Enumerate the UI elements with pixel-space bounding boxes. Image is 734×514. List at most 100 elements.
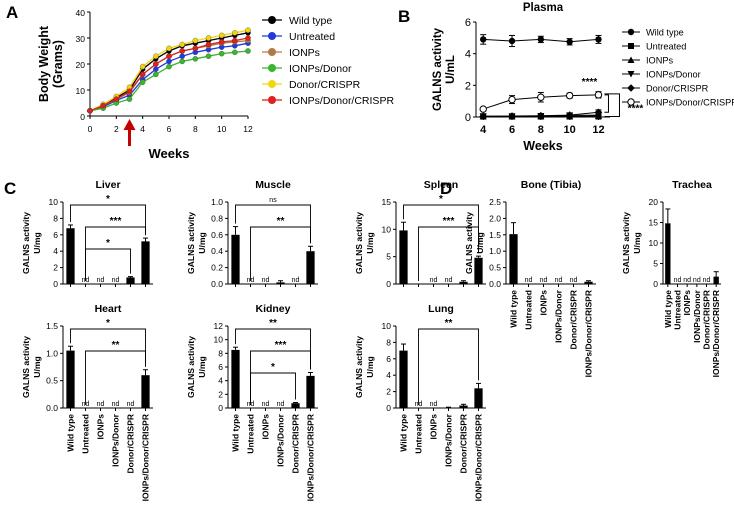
legend-marker [268, 32, 276, 40]
y-axis-label-line: GALNS activity [186, 212, 196, 274]
y-axis-label-line: GALNS activity [621, 212, 631, 274]
y-tick-label: 40 [76, 8, 86, 18]
bar [126, 277, 135, 284]
data-point [508, 95, 516, 104]
y-axis-label-line: U/mg [365, 232, 375, 253]
y-tick-label: 5 [653, 259, 658, 269]
legend-label: Untreated [646, 42, 686, 52]
x-tick-label: 12 [243, 124, 253, 134]
y-tick-label: 0.0 [489, 279, 501, 289]
y-tick-label: 8 [53, 213, 58, 223]
chart-title: Bone (Tibia) [521, 179, 581, 191]
x-tick-label: Untreated [414, 414, 424, 454]
x-tick-label: IONPs/Donor [111, 413, 121, 467]
significance-bracket [235, 328, 311, 370]
legend-marker [268, 48, 276, 56]
x-tick-label: Wild type [509, 290, 519, 328]
y-tick-label: 15 [382, 197, 392, 207]
chart-title: Muscle [255, 179, 291, 191]
x-tick-label: 4 [480, 124, 487, 136]
x-tick-label: IONPs [539, 290, 549, 316]
x-tick-label: Wild type [66, 414, 76, 452]
legend-marker [268, 64, 276, 72]
data-point [232, 30, 238, 36]
bar-label: nd [674, 277, 682, 284]
data-point [566, 38, 573, 45]
y-axis-label-line: GALNS activity [464, 212, 474, 274]
x-tick-label: IONPs/Donor [554, 289, 564, 343]
bar [584, 281, 593, 284]
legend-label: IONPs/Donor/CRISPR [289, 95, 394, 107]
y-tick-label: 0.5 [46, 376, 58, 386]
significance-bracket [250, 350, 311, 405]
significance-label: **** [582, 77, 598, 88]
y-tick-label: 0 [465, 112, 471, 124]
x-tick-label: IONPs [96, 414, 106, 440]
y-axis-label-line: U/mg [475, 232, 485, 253]
bar-label: nd [540, 277, 548, 284]
x-tick-label: Donor/CRISPR [569, 290, 579, 350]
legend-marker [627, 56, 635, 63]
bar-label: nd [112, 401, 120, 408]
y-axis-label-line: GALNS activity [432, 27, 444, 111]
data-point [205, 35, 212, 41]
data-point [595, 36, 602, 43]
legend-label: Wild type [646, 28, 684, 38]
significance-label: * [106, 194, 110, 205]
y-axis-label: GALNS activityU/mg [21, 336, 42, 398]
x-tick-label: Untreated [246, 414, 256, 454]
data-point [205, 53, 212, 59]
legend-marker [627, 84, 635, 92]
x-tick-label: 4 [140, 124, 145, 134]
y-tick-label: 0 [386, 279, 391, 289]
data-point [126, 88, 133, 95]
y-tick-label: 2 [53, 263, 58, 273]
x-tick-label: 8 [538, 124, 544, 136]
y-tick-label: 6 [465, 17, 471, 29]
bar-label: nd [97, 277, 105, 284]
chart-d-trachea: Trachea 0 5 10 15 20 GALNS activityU/mg Wild ty… [621, 179, 721, 377]
data-point [166, 58, 172, 65]
significance-bracket [604, 94, 609, 113]
y-axis-label: GALNS activityU/mg [186, 212, 207, 274]
data-point [179, 41, 185, 48]
y-tick-label: 0.0 [211, 279, 223, 289]
y-tick-label: 2 [386, 387, 391, 397]
data-point [166, 53, 172, 59]
data-point [565, 111, 574, 119]
bar [665, 223, 671, 284]
x-tick-label: 2 [114, 124, 119, 134]
x-tick-label: 6 [167, 124, 172, 134]
chart-d-bone: Bone (Tibia) 0.0 0.5 1.0 1.5 2.0 2.5 GALNS acti… [464, 179, 596, 377]
y-axis-label: Body Weight(Grams) [37, 25, 65, 102]
data-point [179, 48, 185, 54]
bar-label: nd [292, 277, 300, 284]
chart-title: Kidney [255, 303, 290, 315]
y-tick-label: 4 [53, 246, 58, 256]
significance-label: ** [277, 216, 285, 227]
y-tick-label: 10 [382, 321, 392, 331]
legend-label: Untreated [289, 31, 335, 43]
y-axis-label-line: Body Weight [37, 25, 51, 102]
bar-label: nd [703, 277, 711, 284]
bar-label: nd [262, 401, 270, 408]
chart-title: Liver [95, 179, 120, 191]
bar-label: nd [277, 401, 285, 408]
y-tick-label: 2.0 [489, 213, 501, 223]
y-tick-label: 1.0 [489, 246, 501, 256]
y-axis-label-line: U/mg [632, 232, 642, 253]
panel-label: B [398, 7, 410, 26]
data-point [565, 91, 574, 100]
x-tick-label: IONPs [429, 414, 439, 440]
significance-bracket [70, 328, 146, 367]
data-point [245, 48, 251, 54]
y-tick-label: 4 [465, 49, 471, 61]
legend-marker [268, 16, 276, 24]
bar-label: nd [112, 277, 120, 284]
bar [474, 388, 483, 408]
data-point [218, 50, 225, 57]
significance-label: ns [269, 197, 277, 204]
x-tick-label: 6 [509, 124, 515, 136]
y-tick-label: 0 [218, 403, 223, 413]
